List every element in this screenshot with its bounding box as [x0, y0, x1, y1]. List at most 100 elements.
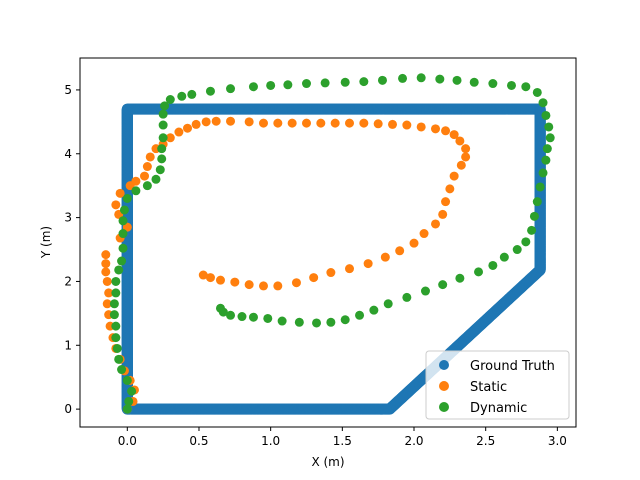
point-static [215, 275, 225, 285]
point-dynamic [266, 80, 276, 90]
legend-label-static: Static [470, 380, 507, 395]
point-dynamic [302, 79, 311, 89]
point-dynamic [124, 396, 134, 406]
point-dynamic [109, 299, 119, 309]
point-dynamic [142, 181, 152, 191]
point-static [330, 118, 340, 128]
point-dynamic [187, 89, 197, 99]
legend-marker-static [439, 381, 449, 391]
point-static [101, 267, 111, 277]
point-dynamic [122, 375, 132, 385]
point-dynamic [157, 144, 167, 154]
point-dynamic [532, 197, 542, 207]
point-static [431, 219, 441, 229]
y-tick-label: 0 [64, 402, 72, 416]
x-tick-label: 0.5 [189, 434, 208, 448]
point-static [287, 118, 297, 128]
legend-box [425, 350, 570, 420]
point-dynamic [512, 245, 522, 255]
point-static [104, 288, 114, 298]
point-dynamic [532, 87, 542, 97]
point-dynamic [111, 288, 121, 298]
point-static [198, 270, 208, 280]
point-static [273, 118, 283, 128]
point-dynamic [111, 321, 121, 331]
point-dynamic [114, 354, 124, 364]
point-static [258, 281, 268, 291]
series-static [101, 116, 471, 414]
point-dynamic [226, 310, 236, 320]
point-static [326, 268, 336, 278]
point-dynamic [499, 252, 509, 262]
point-static [302, 118, 311, 128]
point-static [165, 133, 175, 143]
point-dynamic [111, 333, 121, 343]
point-dynamic [535, 182, 545, 192]
point-static [395, 246, 405, 256]
point-dynamic [263, 313, 273, 323]
point-static [456, 160, 466, 170]
point-dynamic [544, 122, 554, 132]
point-static [419, 229, 429, 239]
point-dynamic [109, 310, 119, 320]
point-static [174, 127, 184, 137]
point-static [345, 264, 354, 274]
point-dynamic [119, 205, 129, 215]
legend: Ground Truth Static Dynamic [425, 350, 570, 420]
point-dynamic [398, 73, 408, 83]
point-static [201, 117, 211, 127]
point-static [226, 116, 236, 126]
point-dynamic [118, 243, 128, 253]
point-static [111, 200, 121, 210]
point-dynamic [488, 79, 498, 89]
point-static [102, 299, 112, 309]
point-dynamic [326, 317, 336, 327]
point-dynamic [215, 303, 225, 313]
point-static [122, 222, 132, 232]
point-dynamic [283, 80, 293, 90]
point-dynamic [545, 133, 555, 143]
point-static [388, 119, 398, 129]
x-tick-label: 1.0 [261, 434, 280, 448]
point-static [211, 116, 221, 126]
point-dynamic [158, 120, 168, 130]
point-dynamic [521, 237, 531, 247]
point-static [345, 118, 354, 128]
point-static [363, 259, 373, 269]
point-static [258, 118, 268, 128]
point-static [416, 122, 426, 132]
plot-frame [79, 57, 577, 428]
point-dynamic [474, 267, 484, 277]
point-dynamic [117, 256, 127, 266]
point-static [449, 130, 459, 140]
point-dynamic [355, 310, 365, 320]
point-dynamic [455, 273, 465, 283]
point-dynamic [177, 91, 187, 101]
point-static [455, 136, 465, 146]
point-dynamic [237, 312, 247, 322]
y-tick-label: 1 [64, 338, 72, 352]
x-tick-label: 0.0 [118, 434, 137, 448]
legend-label-ground-truth: Ground Truth [470, 359, 555, 374]
legend-marker-dynamic [439, 402, 449, 412]
point-static [438, 209, 448, 219]
point-dynamic [542, 144, 552, 154]
point-dynamic [155, 165, 165, 175]
point-dynamic [369, 305, 379, 315]
point-dynamic [151, 174, 161, 184]
point-static [101, 250, 111, 260]
point-dynamic [294, 317, 304, 327]
point-dynamic [521, 82, 531, 92]
x-tick-label: 1.5 [333, 434, 352, 448]
point-static [115, 188, 125, 198]
point-static [461, 152, 471, 162]
point-dynamic [377, 75, 387, 85]
point-dynamic [402, 292, 412, 302]
point-static [309, 273, 319, 283]
point-dynamic [359, 77, 369, 87]
point-static [191, 119, 201, 129]
point-dynamic [127, 386, 137, 396]
point-dynamic [158, 133, 168, 143]
point-static [359, 118, 369, 128]
